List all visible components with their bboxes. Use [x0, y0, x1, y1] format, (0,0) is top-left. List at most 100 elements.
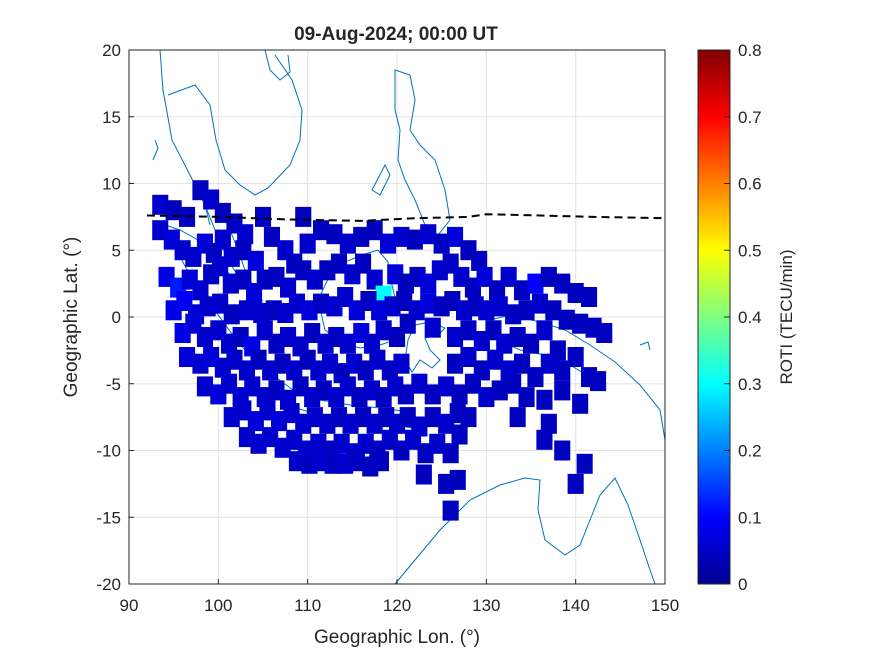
roti-cell — [476, 266, 493, 287]
roti-cell — [306, 407, 323, 428]
roti-cell — [313, 220, 330, 241]
y-tick-label: -5 — [106, 375, 121, 394]
roti-cell — [330, 253, 347, 274]
roti-cell — [596, 323, 613, 343]
roti-cell — [212, 256, 229, 277]
roti-cell — [536, 429, 553, 450]
roti-cell — [487, 349, 504, 370]
roti-cell — [280, 327, 297, 347]
roti-cell — [554, 440, 571, 461]
roti-cell — [491, 296, 508, 317]
roti-cell — [415, 464, 432, 485]
roti-cell — [429, 433, 446, 454]
roti-cell — [536, 389, 553, 410]
roti-cell — [342, 413, 359, 434]
colorbar-tick-label: 0.1 — [738, 508, 762, 527]
roti-cell — [558, 309, 575, 330]
plot-area — [128, 49, 666, 585]
roti-cell — [420, 224, 437, 245]
roti-cell — [397, 384, 414, 405]
roti-cell — [460, 347, 477, 367]
roti-cell — [339, 233, 356, 254]
roti-cell — [572, 313, 589, 334]
colorbar-ticks: 0 0.1 0.2 0.3 0.4 0.5 0.6 0.7 0.8 — [724, 41, 762, 594]
roti-cell — [527, 273, 544, 294]
roti-cells — [152, 180, 613, 521]
colorbar: 0 0.1 0.2 0.3 0.4 0.5 0.6 0.7 0.8 ROTI (TECU/min… — [697, 41, 796, 594]
colorbar-label: ROTI (TECU/min) — [777, 249, 796, 384]
roti-cell — [447, 353, 464, 374]
y-tick-label: 15 — [102, 108, 121, 127]
roti-cell — [263, 226, 280, 247]
roti-cell — [280, 277, 297, 298]
x-axis-ticks: 90 100 110 120 130 140 150 — [120, 579, 679, 615]
roti-cell — [505, 304, 522, 325]
roti-cell — [460, 407, 477, 428]
roti-cell — [324, 453, 341, 474]
roti-cell — [306, 269, 323, 290]
roti-cell — [442, 500, 459, 521]
roti-cell — [366, 220, 383, 241]
roti-cell — [369, 349, 386, 370]
roti-cell — [371, 300, 388, 321]
x-tick-label: 110 — [294, 596, 321, 615]
colorbar-tick-label: 0.8 — [738, 41, 762, 60]
roti-cell — [554, 380, 571, 401]
roti-cell — [288, 451, 305, 472]
roti-cell — [505, 373, 522, 394]
roti-cell — [244, 376, 261, 397]
colorbar-tick-label: 0.4 — [738, 308, 762, 327]
roti-cell — [509, 407, 526, 428]
roti-cell — [226, 349, 243, 370]
roti-cell — [223, 304, 240, 325]
roti-cell — [179, 347, 196, 367]
coastline-taiwan-islets — [152, 139, 651, 351]
roti-cell — [375, 320, 392, 341]
roti-cell — [514, 280, 531, 301]
roti-cell — [451, 424, 468, 445]
roti-cell — [464, 373, 481, 394]
roti-cell — [372, 451, 389, 472]
roti-cell — [353, 226, 370, 247]
roti-cell — [424, 384, 441, 405]
roti-cell — [442, 443, 459, 464]
roti-cell — [540, 353, 557, 374]
roti-cell — [393, 353, 410, 374]
roti-cell — [351, 387, 368, 408]
roti-cell — [451, 384, 468, 405]
roti-cell — [447, 327, 464, 347]
x-axis-label: Geographic Lon. (°) — [314, 627, 480, 648]
roti-cell — [509, 327, 526, 347]
colorbar-tick-label: 0.6 — [738, 175, 762, 194]
roti-cell — [514, 353, 531, 374]
roti-cell — [576, 453, 593, 474]
colorbar-tick-label: 0 — [738, 575, 747, 594]
roti-cell — [288, 293, 305, 314]
roti-cell — [199, 296, 216, 317]
roti-cell — [424, 317, 441, 338]
colorbar-tick-label: 0.5 — [738, 241, 762, 260]
roti-cell — [326, 224, 343, 245]
roti-cell — [366, 269, 383, 290]
coastline-australia — [394, 477, 656, 585]
roti-cell — [348, 451, 365, 472]
y-axis-label: Geographic Lat. (°) — [61, 237, 82, 398]
y-tick-label: 0 — [112, 308, 121, 327]
roti-cell — [237, 224, 254, 245]
roti-cell — [567, 473, 584, 494]
roti-cell — [271, 411, 288, 432]
roti-cell — [214, 229, 231, 250]
y-tick-label: -10 — [96, 442, 121, 461]
roti-cell — [478, 387, 495, 408]
roti-cell — [396, 291, 413, 311]
roti-cell — [449, 469, 466, 490]
roti-cell — [355, 253, 372, 274]
roti-cell — [399, 313, 416, 334]
x-tick-label: 150 — [651, 596, 679, 615]
y-tick-label: 10 — [102, 175, 121, 194]
roti-cell — [496, 333, 513, 354]
roti-cell — [500, 266, 517, 287]
roti-cell — [313, 293, 330, 314]
